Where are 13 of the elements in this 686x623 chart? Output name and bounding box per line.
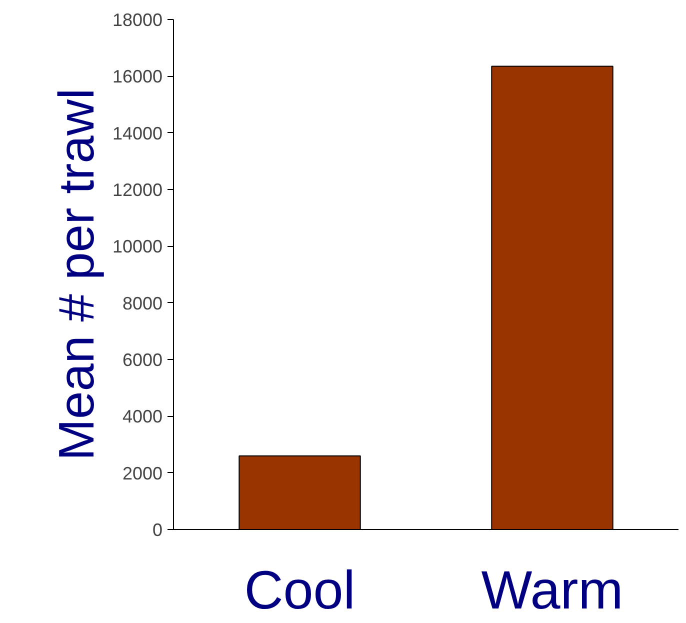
y-tick-label: 12000 [112, 180, 163, 200]
y-tick-label: 10000 [112, 236, 163, 257]
x-tick-label: Warm [481, 560, 624, 620]
y-tick-label: 14000 [112, 123, 163, 144]
y-tick-label: 0 [152, 520, 163, 540]
y-tick-label: 8000 [122, 293, 163, 314]
y-tick-label: 2000 [122, 463, 163, 484]
y-tick-label: 16000 [112, 66, 163, 87]
y-tick-label: 18000 [112, 10, 163, 30]
y-axis-title: Mean # per trawl [48, 88, 104, 461]
y-tick-label: 4000 [122, 406, 163, 427]
x-tick-label: Cool [244, 560, 356, 620]
y-tick-label: 6000 [122, 350, 163, 370]
